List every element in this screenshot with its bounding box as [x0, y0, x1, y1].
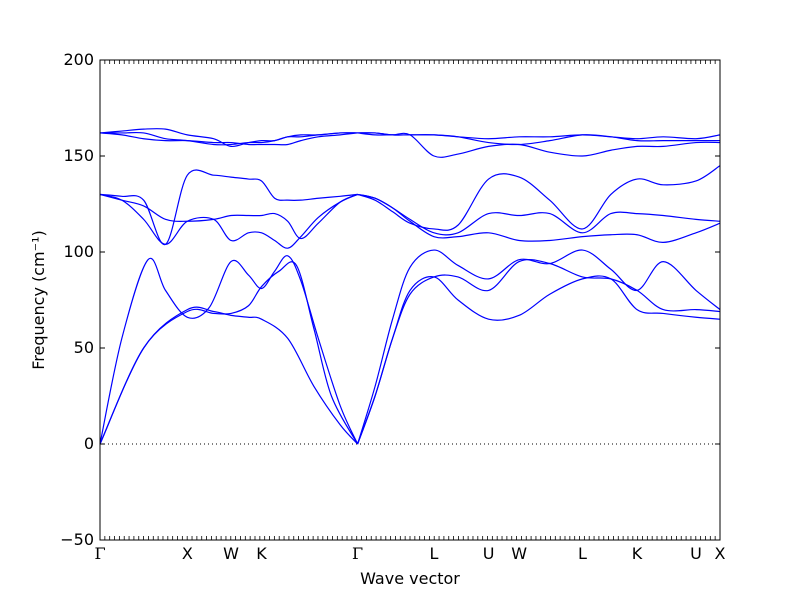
- band-line-9: [99, 131, 358, 146]
- x-tick-label: Γ: [94, 544, 105, 563]
- plot-frame: [99, 59, 721, 541]
- x-tick-label: W: [223, 544, 239, 563]
- plot-background: [100, 60, 720, 540]
- band-line-6: [99, 169, 358, 245]
- band-line-12: [357, 249, 721, 445]
- y-tick-label: −50: [60, 530, 94, 549]
- x-tick-label: Γ: [352, 544, 363, 563]
- band-line-11: [357, 275, 721, 445]
- x-tick-label: W: [511, 544, 527, 563]
- band-line-13: [357, 165, 721, 231]
- x-tick-label: X: [182, 544, 193, 563]
- series-layer: [99, 128, 721, 445]
- band-line-7: [99, 132, 358, 146]
- band-line-15: [357, 193, 721, 244]
- y-tick-label: 50: [74, 338, 94, 357]
- x-tick-label: L: [578, 544, 587, 563]
- y-tick-label: 100: [63, 242, 94, 261]
- y-tick-label: 150: [63, 146, 94, 165]
- x-tick-label: K: [632, 544, 643, 563]
- x-tick-label: L: [430, 544, 439, 563]
- y-tick-label: 0: [84, 434, 94, 453]
- x-tick-label: U: [690, 544, 702, 563]
- band-line-18: [357, 132, 720, 146]
- x-tick-label: X: [715, 544, 726, 563]
- band-line-4: [99, 193, 358, 249]
- x-tick-label: U: [483, 544, 495, 563]
- y-tick-layer: −50 0 50 100 150 200: [60, 50, 720, 549]
- y-axis-label: Frequency (cm⁻¹): [29, 230, 48, 369]
- band-line-3: [99, 255, 359, 445]
- band-line-2: [99, 261, 359, 445]
- x-tick-label: K: [256, 544, 267, 563]
- band-line-5: [99, 193, 358, 240]
- y-tick-label: 200: [63, 50, 94, 69]
- x-axis-label: Wave vector: [360, 569, 460, 588]
